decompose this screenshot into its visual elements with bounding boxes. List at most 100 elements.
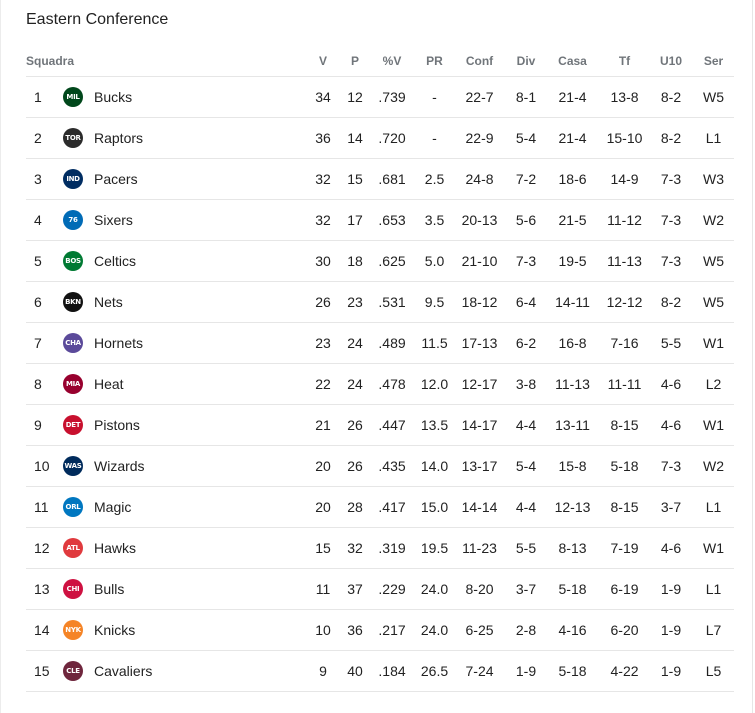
table-row[interactable]: 3 IND Pacers 32 15.681 2.5 24-8 7-2 18-6 14-9 7-3 W… (26, 158, 735, 200)
table-row[interactable]: 1 MIL Bucks 34 12.739-22-7 8-1 21-4 13-8 8-2 W5 (26, 76, 735, 118)
team-link[interactable]: BOS Celtics (53, 251, 303, 271)
away-record-cell: 15-10 (600, 117, 650, 159)
team-rank: 3 (26, 158, 53, 200)
team-link[interactable]: ORL Magic (53, 497, 303, 517)
table-row[interactable]: 10 WAS Wizards 20 26.435 14.0 13-17 5-4 15-8 5-18… (26, 445, 735, 487)
losses-cell: 18 (343, 240, 368, 282)
conference-record-cell: 24-8 (452, 158, 508, 200)
table-row[interactable]: 15 CLE Cavaliers 9 40.184 26.5 7-24 1-9 5-18 4-22… (26, 650, 735, 692)
table-row[interactable]: 5 BOS Celtics 30 18.625 5.0 21-10 7-3 19-5 11-13 7… (26, 240, 735, 282)
win-pct-cell: .417 (367, 486, 418, 528)
table-row[interactable]: 4 76 Sixers 32 17.653 3.5 20-13 5-6 21-5 11-12 7-3… (26, 199, 735, 241)
division-record-cell: 5-6 (507, 199, 546, 241)
table-row[interactable]: 11 ORL Magic 20 28.417 15.0 14-14 4-4 12-13 8-15 3… (26, 486, 735, 528)
team-cell: ATL Hawks (53, 527, 304, 569)
table-row[interactable]: 6 BKN Nets 26 23.531 9.5 18-12 6-4 14-11 12-12 8-2… (26, 281, 735, 323)
table-row[interactable]: 13 CHI Bulls 11 37.229 24.0 8-20 3-7 5-18 6-19 1-9… (26, 568, 735, 610)
header-conf[interactable]: Conf (452, 45, 508, 77)
losses-cell: 28 (343, 486, 368, 528)
conference-record-cell: 22-7 (452, 76, 508, 118)
team-link[interactable]: DET Pistons (53, 415, 303, 435)
conference-record-cell: 8-20 (452, 568, 508, 610)
games-behind-cell: 11.5 (417, 322, 453, 364)
team-name: Nets (94, 294, 123, 310)
team-name: Cavaliers (94, 663, 153, 679)
last-ten-cell: 1-9 (649, 650, 694, 692)
win-pct-cell: .625 (367, 240, 418, 282)
team-rank: 11 (26, 486, 53, 528)
header-v[interactable]: V (303, 45, 344, 77)
team-link[interactable]: CHA Hornets (53, 333, 303, 353)
team-link[interactable]: BKN Nets (53, 292, 303, 312)
games-behind-cell: 24.0 (417, 609, 453, 651)
last-ten-cell: 5-5 (649, 322, 694, 364)
table-row[interactable]: 2 TOR Raptors 36 14.720-22-9 5-4 21-4 15-10 8-2 L… (26, 117, 735, 159)
wizards-logo-icon: WAS (63, 456, 83, 476)
team-link[interactable]: WAS Wizards (53, 456, 303, 476)
conference-record-cell: 12-17 (452, 363, 508, 405)
team-name: Pistons (94, 417, 140, 433)
team-link[interactable]: 76 Sixers (53, 210, 303, 230)
team-link[interactable]: CHI Bulls (53, 579, 303, 599)
header-u10[interactable]: U10 (649, 45, 694, 77)
team-cell: MIL Bucks (53, 76, 304, 118)
losses-cell: 36 (343, 609, 368, 651)
table-row[interactable]: 8 MIA Heat 22 24.478 12.0 12-17 3-8 11-13 11-11 4-… (26, 363, 735, 405)
streak-cell: W1 (693, 322, 735, 364)
table-row[interactable]: 7 CHA Hornets 23 24.489 11.5 17-13 6-2 16-8 7-16 5… (26, 322, 735, 364)
header-pr[interactable]: PR (417, 45, 453, 77)
table-row[interactable]: 14 NYK Knicks 10 36.217 24.0 6-25 2-8 4-16 6-20 1-… (26, 609, 735, 651)
team-name: Raptors (94, 130, 144, 146)
home-record-cell: 15-8 (545, 445, 601, 487)
last-ten-cell: 1-9 (649, 568, 694, 610)
team-rank: 15 (26, 650, 53, 692)
team-rank: 2 (26, 117, 53, 159)
away-record-cell: 7-19 (600, 527, 650, 569)
wins-cell: 20 (303, 445, 344, 487)
header-div[interactable]: Div (507, 45, 546, 77)
header-ser[interactable]: Ser (693, 45, 735, 77)
home-record-cell: 4-16 (545, 609, 601, 651)
team-link[interactable]: TOR Raptors (53, 128, 303, 148)
team-link[interactable]: CLE Cavaliers (53, 661, 303, 681)
streak-cell: W5 (693, 240, 735, 282)
team-cell: ORL Magic (53, 486, 304, 528)
team-link[interactable]: IND Pacers (53, 169, 303, 189)
wins-cell: 23 (303, 322, 344, 364)
home-record-cell: 21-4 (545, 117, 601, 159)
win-pct-cell: .447 (367, 404, 418, 446)
losses-cell: 23 (343, 281, 368, 323)
header-p[interactable]: P (343, 45, 368, 77)
table-row[interactable]: 12 ATL Hawks 15 32.319 19.5 11-23 5-5 8-13 7-19 4-… (26, 527, 735, 569)
team-link[interactable]: NYK Knicks (53, 620, 303, 640)
wins-cell: 11 (303, 568, 344, 610)
last-ten-cell: 8-2 (649, 76, 694, 118)
team-link[interactable]: MIA Heat (53, 374, 303, 394)
header-team[interactable]: Squadra (26, 45, 304, 77)
team-link[interactable]: MIL Bucks (53, 87, 303, 107)
streak-cell: W1 (693, 527, 735, 569)
home-record-cell: 21-4 (545, 76, 601, 118)
away-record-cell: 5-18 (600, 445, 650, 487)
win-pct-cell: .489 (367, 322, 418, 364)
wins-cell: 20 (303, 486, 344, 528)
losses-cell: 24 (343, 363, 368, 405)
header-pct[interactable]: %V (367, 45, 418, 77)
streak-cell: L1 (693, 117, 735, 159)
last-ten-cell: 7-3 (649, 158, 694, 200)
header-casa[interactable]: Casa (545, 45, 601, 77)
away-record-cell: 8-15 (600, 404, 650, 446)
team-link[interactable]: ATL Hawks (53, 538, 303, 558)
win-pct-cell: .217 (367, 609, 418, 651)
team-rank: 9 (26, 404, 53, 446)
win-pct-cell: .653 (367, 199, 418, 241)
losses-cell: 15 (343, 158, 368, 200)
home-record-cell: 21-5 (545, 199, 601, 241)
header-tf[interactable]: Tf (600, 45, 650, 77)
losses-cell: 24 (343, 322, 368, 364)
streak-cell: W5 (693, 76, 735, 118)
last-ten-cell: 1-9 (649, 609, 694, 651)
table-row[interactable]: 9 DET Pistons 21 26.447 13.5 14-17 4-4 13-11 8-15… (26, 404, 735, 446)
team-cell: DET Pistons (53, 404, 304, 446)
home-record-cell: 19-5 (545, 240, 601, 282)
